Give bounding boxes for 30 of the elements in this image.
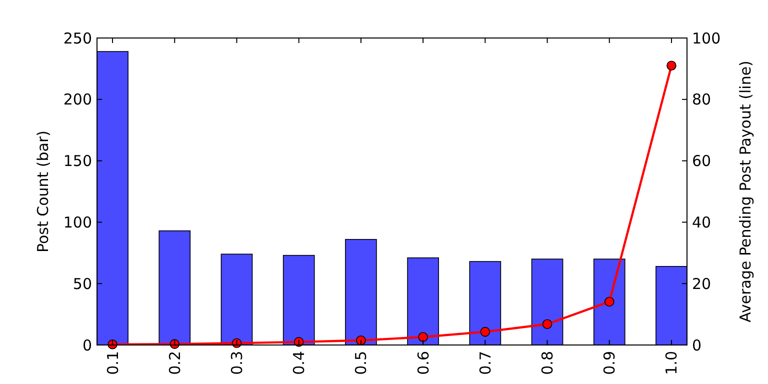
x-tick-label: 0.5	[352, 351, 370, 375]
x-tick-label: 1.0	[662, 351, 681, 375]
point	[418, 332, 428, 342]
y2-tick-label: 0	[692, 336, 702, 354]
point	[356, 335, 366, 346]
x-tick-label: 0.7	[476, 351, 494, 375]
y-tick-label: 250	[63, 29, 92, 48]
y2-tick-label: 60	[692, 152, 712, 170]
x-tick-label: 0.8	[538, 351, 557, 375]
point	[542, 319, 552, 330]
x-tick-label: 0.9	[600, 351, 619, 375]
x-tick-label: 0.2	[166, 351, 184, 375]
point	[604, 296, 614, 307]
x-tick-label: 0.6	[414, 351, 432, 375]
y2-tick-label: 80	[692, 90, 712, 109]
y-tick-label: 50	[72, 274, 92, 293]
x-tick-label: 0.3	[228, 351, 246, 375]
point	[480, 326, 490, 337]
x-tick-label: 0.1	[104, 351, 122, 375]
y-tick-label: 200	[63, 90, 92, 109]
y-axis-title: Post Count (bar)	[34, 130, 52, 253]
y2-tick-label: 20	[692, 274, 712, 293]
y-tick-label: 150	[63, 152, 92, 170]
y2-axis-title: Average Pending Post Payout (line)	[736, 60, 754, 322]
x-tick-label: 0.4	[290, 351, 308, 375]
y2-tick-label: 100	[692, 29, 721, 48]
y-tick-label: 0	[82, 336, 92, 354]
y2-tick-label: 40	[692, 213, 712, 232]
y-tick-label: 100	[63, 213, 92, 232]
point	[666, 60, 676, 71]
